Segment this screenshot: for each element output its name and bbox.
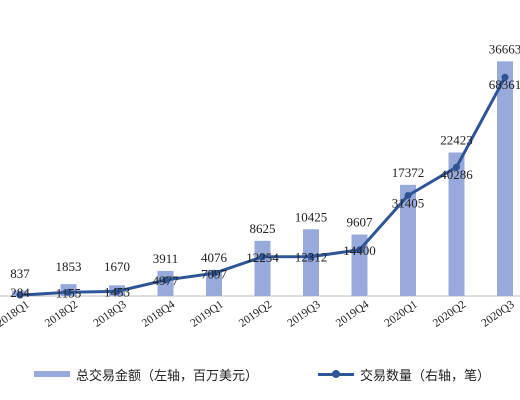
legend-item-line: 交易数量（右轴，笔） bbox=[318, 362, 490, 386]
bar-value-label-2018Q4: 3911 bbox=[153, 251, 179, 266]
line-value-label-2019Q1: 7097 bbox=[201, 266, 228, 281]
bar-value-label-2020Q1: 17372 bbox=[392, 165, 425, 180]
x-tick-2020Q3: 2020Q3 bbox=[479, 298, 516, 329]
line-value-label-2019Q3: 12312 bbox=[295, 250, 328, 265]
line-point-2020Q2 bbox=[453, 163, 460, 171]
bar-value-label-2019Q4: 9607 bbox=[347, 215, 374, 230]
line-point-2018Q1 bbox=[16, 291, 24, 299]
x-tick-2018Q4: 2018Q4 bbox=[140, 298, 177, 329]
bar-2020Q1 bbox=[400, 184, 416, 296]
bar-value-labels: 837 1853 1670 3911 4076 8625 10425 9607 17372 224… bbox=[10, 41, 520, 281]
legend-bar-swatch bbox=[34, 371, 70, 377]
line-value-label-2018Q4: 4977 bbox=[153, 273, 180, 288]
line-value-label-2018Q1: 284 bbox=[10, 285, 30, 300]
line-point-2018Q3 bbox=[113, 287, 121, 295]
x-tick-2018Q3: 2018Q3 bbox=[91, 298, 128, 329]
bar-2019Q1 bbox=[206, 269, 222, 296]
line-point-2018Q2 bbox=[65, 288, 72, 296]
x-tick-2019Q2: 2019Q2 bbox=[237, 298, 274, 329]
x-tick-2019Q3: 2019Q3 bbox=[285, 298, 322, 329]
bar-value-label-2020Q3: 36663 bbox=[489, 41, 520, 56]
bar-value-label-2019Q1: 4076 bbox=[201, 250, 228, 265]
bar-2019Q3 bbox=[303, 229, 319, 296]
x-tick-2020Q1: 2020Q1 bbox=[382, 298, 419, 329]
line-point-2019Q4 bbox=[356, 246, 363, 254]
bar-value-label-2018Q2: 1853 bbox=[56, 259, 82, 274]
line-value-label-2019Q4: 14400 bbox=[343, 243, 376, 258]
bar-2020Q2 bbox=[448, 152, 465, 296]
bar-value-label-2018Q3: 1670 bbox=[104, 259, 130, 274]
x-tick-2018Q2: 2018Q2 bbox=[43, 298, 80, 329]
line-point-2019Q3 bbox=[307, 253, 315, 261]
x-tick-labels: 2018Q1 2018Q2 2018Q3 2018Q4 2019Q1 2019Q2 2019… bbox=[0, 298, 517, 329]
line-value-label-2018Q3: 1453 bbox=[104, 284, 130, 299]
x-tick-2019Q1: 2019Q1 bbox=[188, 298, 225, 329]
bar-2020Q3 bbox=[497, 61, 513, 297]
line-point-2019Q1 bbox=[210, 269, 218, 277]
line-value-label-2018Q2: 1155 bbox=[56, 285, 82, 300]
x-tick-2020Q2: 2020Q2 bbox=[431, 298, 468, 329]
line-value-label-2020Q1: 31405 bbox=[392, 196, 425, 211]
bar-value-label-2019Q3: 10425 bbox=[295, 209, 328, 224]
legend: 总交易金额（左轴，百万美元） 交易数量（右轴，笔） bbox=[0, 362, 520, 386]
legend-line-swatch bbox=[318, 368, 354, 380]
bar-2019Q2 bbox=[254, 240, 271, 296]
line-value-labels: 284 1155 1453 4977 7097 12254 12312 14400 31405 4… bbox=[10, 77, 520, 300]
line-value-label-2020Q2: 40286 bbox=[440, 167, 473, 182]
line-value-label-2020Q3: 68361 bbox=[489, 77, 520, 92]
line-point-2019Q2 bbox=[259, 253, 266, 261]
line-series bbox=[16, 73, 509, 299]
line-point-2018Q4 bbox=[162, 276, 169, 284]
line-value-label-2019Q2: 12254 bbox=[246, 250, 279, 265]
line-point-2020Q3 bbox=[501, 73, 509, 81]
legend-line-label: 交易数量（右轴，笔） bbox=[360, 368, 491, 384]
bar-value-label-2020Q2: 22423 bbox=[440, 132, 473, 147]
bar-value-label-2019Q2: 8625 bbox=[250, 221, 276, 236]
x-tick-2018Q1: 2018Q1 bbox=[0, 298, 32, 329]
bar-value-label-2018Q1: 837 bbox=[10, 266, 30, 281]
legend-bar-label: 总交易金额（左轴，百万美元） bbox=[76, 368, 259, 384]
bar-series bbox=[12, 61, 513, 297]
line-point-2020Q1 bbox=[404, 192, 412, 200]
x-tick-2019Q4: 2019Q4 bbox=[334, 298, 371, 329]
legend-item-bar: 总交易金额（左轴，百万美元） bbox=[34, 362, 258, 386]
